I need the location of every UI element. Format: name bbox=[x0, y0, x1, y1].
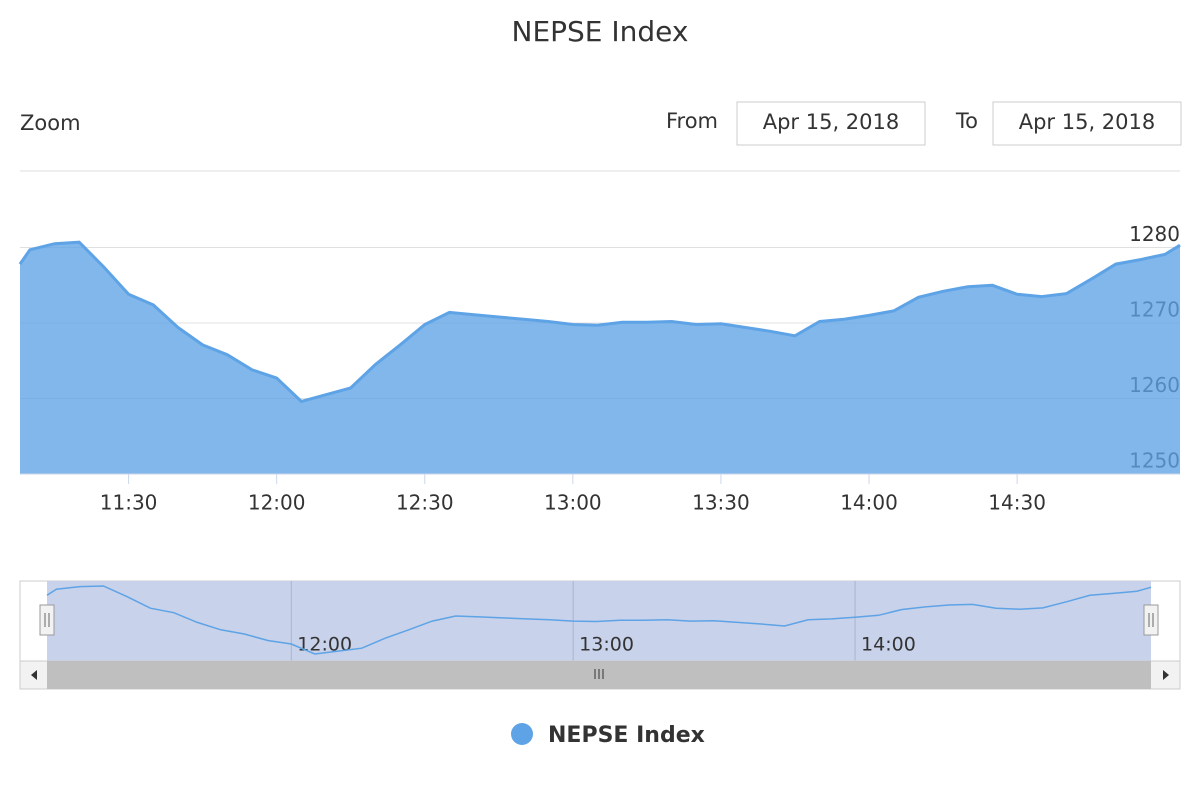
zoom-label: Zoom bbox=[20, 111, 81, 135]
y-tick-label: 1280 bbox=[1129, 222, 1180, 246]
chart-title: NEPSE Index bbox=[512, 15, 689, 48]
navigator-handle[interactable] bbox=[39, 604, 55, 636]
x-tick-label: 12:30 bbox=[396, 491, 454, 515]
to-date[interactable]: Apr 15, 2018 bbox=[1019, 110, 1156, 134]
x-tick-label: 14:30 bbox=[988, 491, 1046, 515]
x-tick-label: 13:30 bbox=[692, 491, 750, 515]
area bbox=[20, 242, 1180, 474]
handle-grip bbox=[44, 613, 50, 627]
x-tick-label: 14:00 bbox=[840, 491, 898, 515]
from-input[interactable] bbox=[736, 101, 926, 146]
navigator[interactable]: 12:00 13:00 14:00 bbox=[19, 580, 1181, 662]
plot-area: 125012601270128011:3012:0012:3013:0013:3… bbox=[18, 222, 1181, 515]
from-date[interactable]: Apr 15, 2018 bbox=[763, 110, 900, 134]
scroll-right[interactable] bbox=[1163, 670, 1169, 680]
legend-symbol[interactable] bbox=[511, 723, 533, 745]
navigator-tick-label: 12:00 bbox=[297, 634, 352, 656]
to-label: To bbox=[955, 109, 978, 133]
line bbox=[18, 240, 1181, 404]
x-tick-label: 13:00 bbox=[544, 491, 602, 515]
legend-label[interactable]: NEPSE Index bbox=[548, 723, 705, 748]
to-input[interactable] bbox=[992, 101, 1182, 146]
x-tick-label: 12:00 bbox=[248, 491, 306, 515]
x-tick-label: 11:30 bbox=[100, 491, 158, 515]
navigator-tick-label: 14:00 bbox=[861, 634, 916, 656]
navigator-tick-label: 13:00 bbox=[579, 634, 634, 656]
handle-grip bbox=[1148, 613, 1154, 627]
from-label: From bbox=[666, 109, 718, 133]
scroll-left[interactable] bbox=[31, 670, 37, 680]
navigator-line bbox=[46, 585, 1152, 655]
scrollbar-grip bbox=[594, 669, 604, 679]
navigator-handle[interactable] bbox=[1143, 604, 1159, 636]
